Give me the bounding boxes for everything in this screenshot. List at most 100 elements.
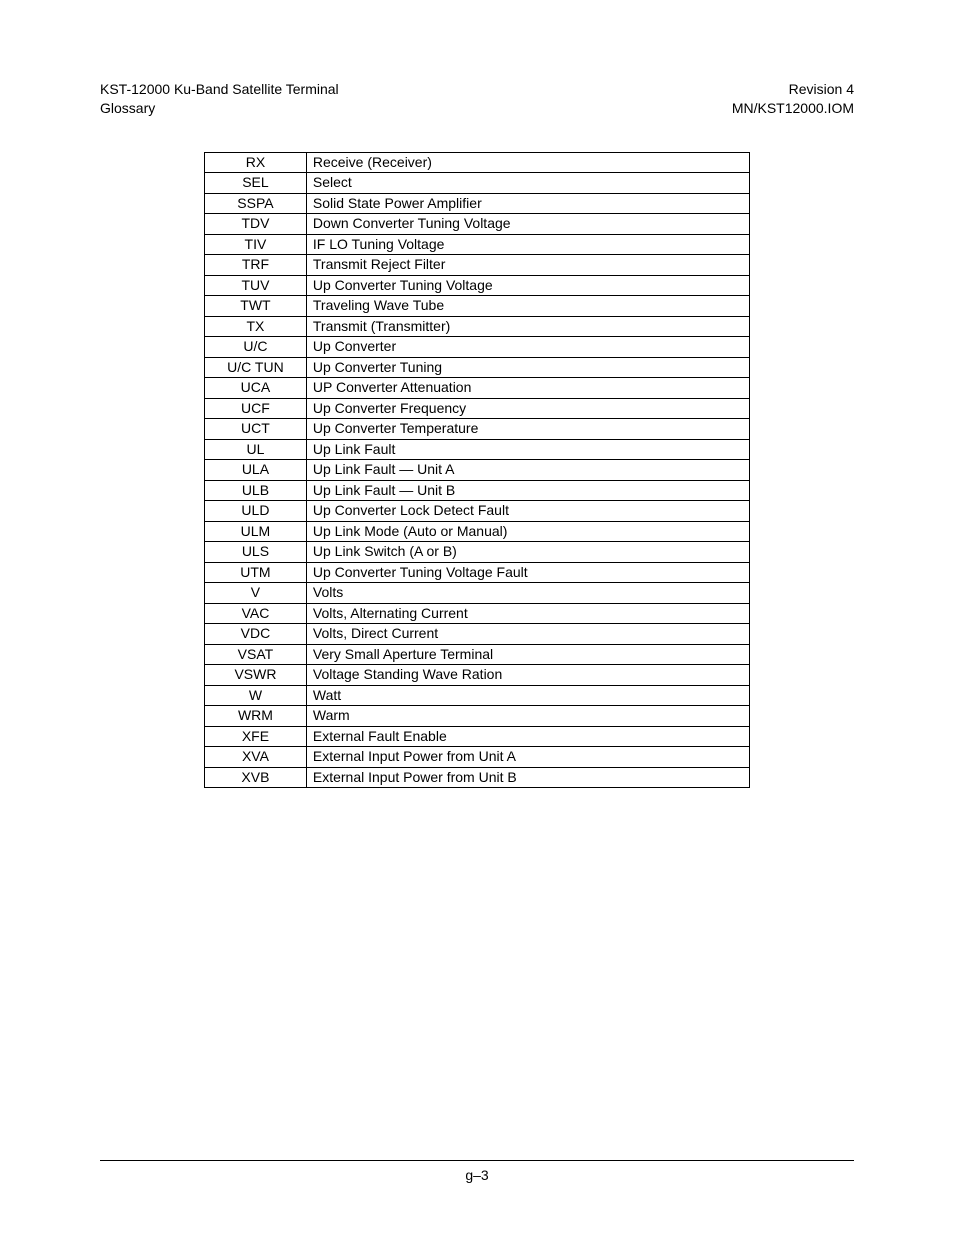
glossary-abbr: W — [205, 685, 307, 706]
table-row: VVolts — [205, 583, 750, 604]
glossary-abbr: TWT — [205, 296, 307, 317]
glossary-abbr: UTM — [205, 562, 307, 583]
table-row: ULUp Link Fault — [205, 439, 750, 460]
page-number: g–3 — [100, 1167, 854, 1183]
glossary-abbr: WRM — [205, 706, 307, 727]
table-row: XFEExternal Fault Enable — [205, 726, 750, 747]
glossary-definition: Volts — [306, 583, 749, 604]
table-row: RXReceive (Receiver) — [205, 152, 750, 173]
table-row: U/CUp Converter — [205, 337, 750, 358]
glossary-abbr: TUV — [205, 275, 307, 296]
table-row: VACVolts, Alternating Current — [205, 603, 750, 624]
table-row: UTMUp Converter Tuning Voltage Fault — [205, 562, 750, 583]
page-header: KST-12000 Ku-Band Satellite Terminal Glo… — [100, 80, 854, 118]
glossary-abbr: ULB — [205, 480, 307, 501]
glossary-definition: Up Link Fault — [306, 439, 749, 460]
glossary-abbr: XVB — [205, 767, 307, 788]
glossary-definition: Up Converter Tuning Voltage Fault — [306, 562, 749, 583]
glossary-definition: Transmit (Transmitter) — [306, 316, 749, 337]
table-row: UCTUp Converter Temperature — [205, 419, 750, 440]
page: KST-12000 Ku-Band Satellite Terminal Glo… — [0, 0, 954, 1235]
table-row: SSPASolid State Power Amplifier — [205, 193, 750, 214]
glossary-abbr: UCT — [205, 419, 307, 440]
table-row: TWTTraveling Wave Tube — [205, 296, 750, 317]
glossary-definition: Solid State Power Amplifier — [306, 193, 749, 214]
table-row: WRMWarm — [205, 706, 750, 727]
glossary-abbr: TRF — [205, 255, 307, 276]
table-row: TIVIF LO Tuning Voltage — [205, 234, 750, 255]
glossary-definition: Up Converter — [306, 337, 749, 358]
glossary-definition: Volts, Alternating Current — [306, 603, 749, 624]
glossary-definition: External Fault Enable — [306, 726, 749, 747]
glossary-definition: Up Converter Lock Detect Fault — [306, 501, 749, 522]
glossary-definition: Up Converter Tuning — [306, 357, 749, 378]
page-footer: g–3 — [100, 1160, 854, 1183]
footer-rule — [100, 1160, 854, 1161]
glossary-abbr: VAC — [205, 603, 307, 624]
table-row: VSWRVoltage Standing Wave Ration — [205, 665, 750, 686]
glossary-abbr: VSAT — [205, 644, 307, 665]
glossary-definition: Up Converter Frequency — [306, 398, 749, 419]
glossary-abbr: TX — [205, 316, 307, 337]
glossary-abbr: XFE — [205, 726, 307, 747]
glossary-table-body: RXReceive (Receiver)SELSelectSSPASolid S… — [205, 152, 750, 788]
glossary-definition: Watt — [306, 685, 749, 706]
header-revision: Revision 4 — [732, 80, 854, 99]
glossary-definition: External Input Power from Unit A — [306, 747, 749, 768]
glossary-definition: External Input Power from Unit B — [306, 767, 749, 788]
glossary-abbr: UL — [205, 439, 307, 460]
table-row: VDCVolts, Direct Current — [205, 624, 750, 645]
header-right: Revision 4 MN/KST12000.IOM — [732, 80, 854, 118]
glossary-definition: IF LO Tuning Voltage — [306, 234, 749, 255]
glossary-definition: Up Converter Tuning Voltage — [306, 275, 749, 296]
header-section: Glossary — [100, 99, 339, 118]
table-row: ULMUp Link Mode (Auto or Manual) — [205, 521, 750, 542]
table-row: ULSUp Link Switch (A or B) — [205, 542, 750, 563]
glossary-abbr: ULS — [205, 542, 307, 563]
glossary-definition: Up Link Fault — Unit A — [306, 460, 749, 481]
table-row: TDVDown Converter Tuning Voltage — [205, 214, 750, 235]
glossary-abbr: XVA — [205, 747, 307, 768]
glossary-abbr: UCF — [205, 398, 307, 419]
glossary-definition: Transmit Reject Filter — [306, 255, 749, 276]
glossary-table: RXReceive (Receiver)SELSelectSSPASolid S… — [204, 152, 750, 789]
table-row: ULAUp Link Fault — Unit A — [205, 460, 750, 481]
table-row: WWatt — [205, 685, 750, 706]
glossary-abbr: ULD — [205, 501, 307, 522]
glossary-abbr: UCA — [205, 378, 307, 399]
table-row: XVAExternal Input Power from Unit A — [205, 747, 750, 768]
table-row: U/C TUNUp Converter Tuning — [205, 357, 750, 378]
glossary-abbr: SSPA — [205, 193, 307, 214]
glossary-definition: Up Link Mode (Auto or Manual) — [306, 521, 749, 542]
table-row: XVBExternal Input Power from Unit B — [205, 767, 750, 788]
glossary-definition: Voltage Standing Wave Ration — [306, 665, 749, 686]
glossary-abbr: U/C — [205, 337, 307, 358]
table-row: TXTransmit (Transmitter) — [205, 316, 750, 337]
header-left: KST-12000 Ku-Band Satellite Terminal Glo… — [100, 80, 339, 118]
glossary-abbr: SEL — [205, 173, 307, 194]
glossary-definition: Traveling Wave Tube — [306, 296, 749, 317]
glossary-definition: Receive (Receiver) — [306, 152, 749, 173]
table-row: UCAUP Converter Attenuation — [205, 378, 750, 399]
glossary-definition: Volts, Direct Current — [306, 624, 749, 645]
glossary-abbr: RX — [205, 152, 307, 173]
glossary-definition: Very Small Aperture Terminal — [306, 644, 749, 665]
table-row: ULDUp Converter Lock Detect Fault — [205, 501, 750, 522]
glossary-abbr: VSWR — [205, 665, 307, 686]
glossary-abbr: ULM — [205, 521, 307, 542]
glossary-abbr: TIV — [205, 234, 307, 255]
glossary-definition: Down Converter Tuning Voltage — [306, 214, 749, 235]
table-row: TUVUp Converter Tuning Voltage — [205, 275, 750, 296]
table-row: ULBUp Link Fault — Unit B — [205, 480, 750, 501]
glossary-abbr: ULA — [205, 460, 307, 481]
glossary-abbr: VDC — [205, 624, 307, 645]
glossary-abbr: U/C TUN — [205, 357, 307, 378]
glossary-definition: UP Converter Attenuation — [306, 378, 749, 399]
glossary-definition: Warm — [306, 706, 749, 727]
table-row: VSATVery Small Aperture Terminal — [205, 644, 750, 665]
header-doc-title: KST-12000 Ku-Band Satellite Terminal — [100, 80, 339, 99]
glossary-definition: Up Converter Temperature — [306, 419, 749, 440]
table-row: TRFTransmit Reject Filter — [205, 255, 750, 276]
glossary-definition: Select — [306, 173, 749, 194]
table-row: UCFUp Converter Frequency — [205, 398, 750, 419]
